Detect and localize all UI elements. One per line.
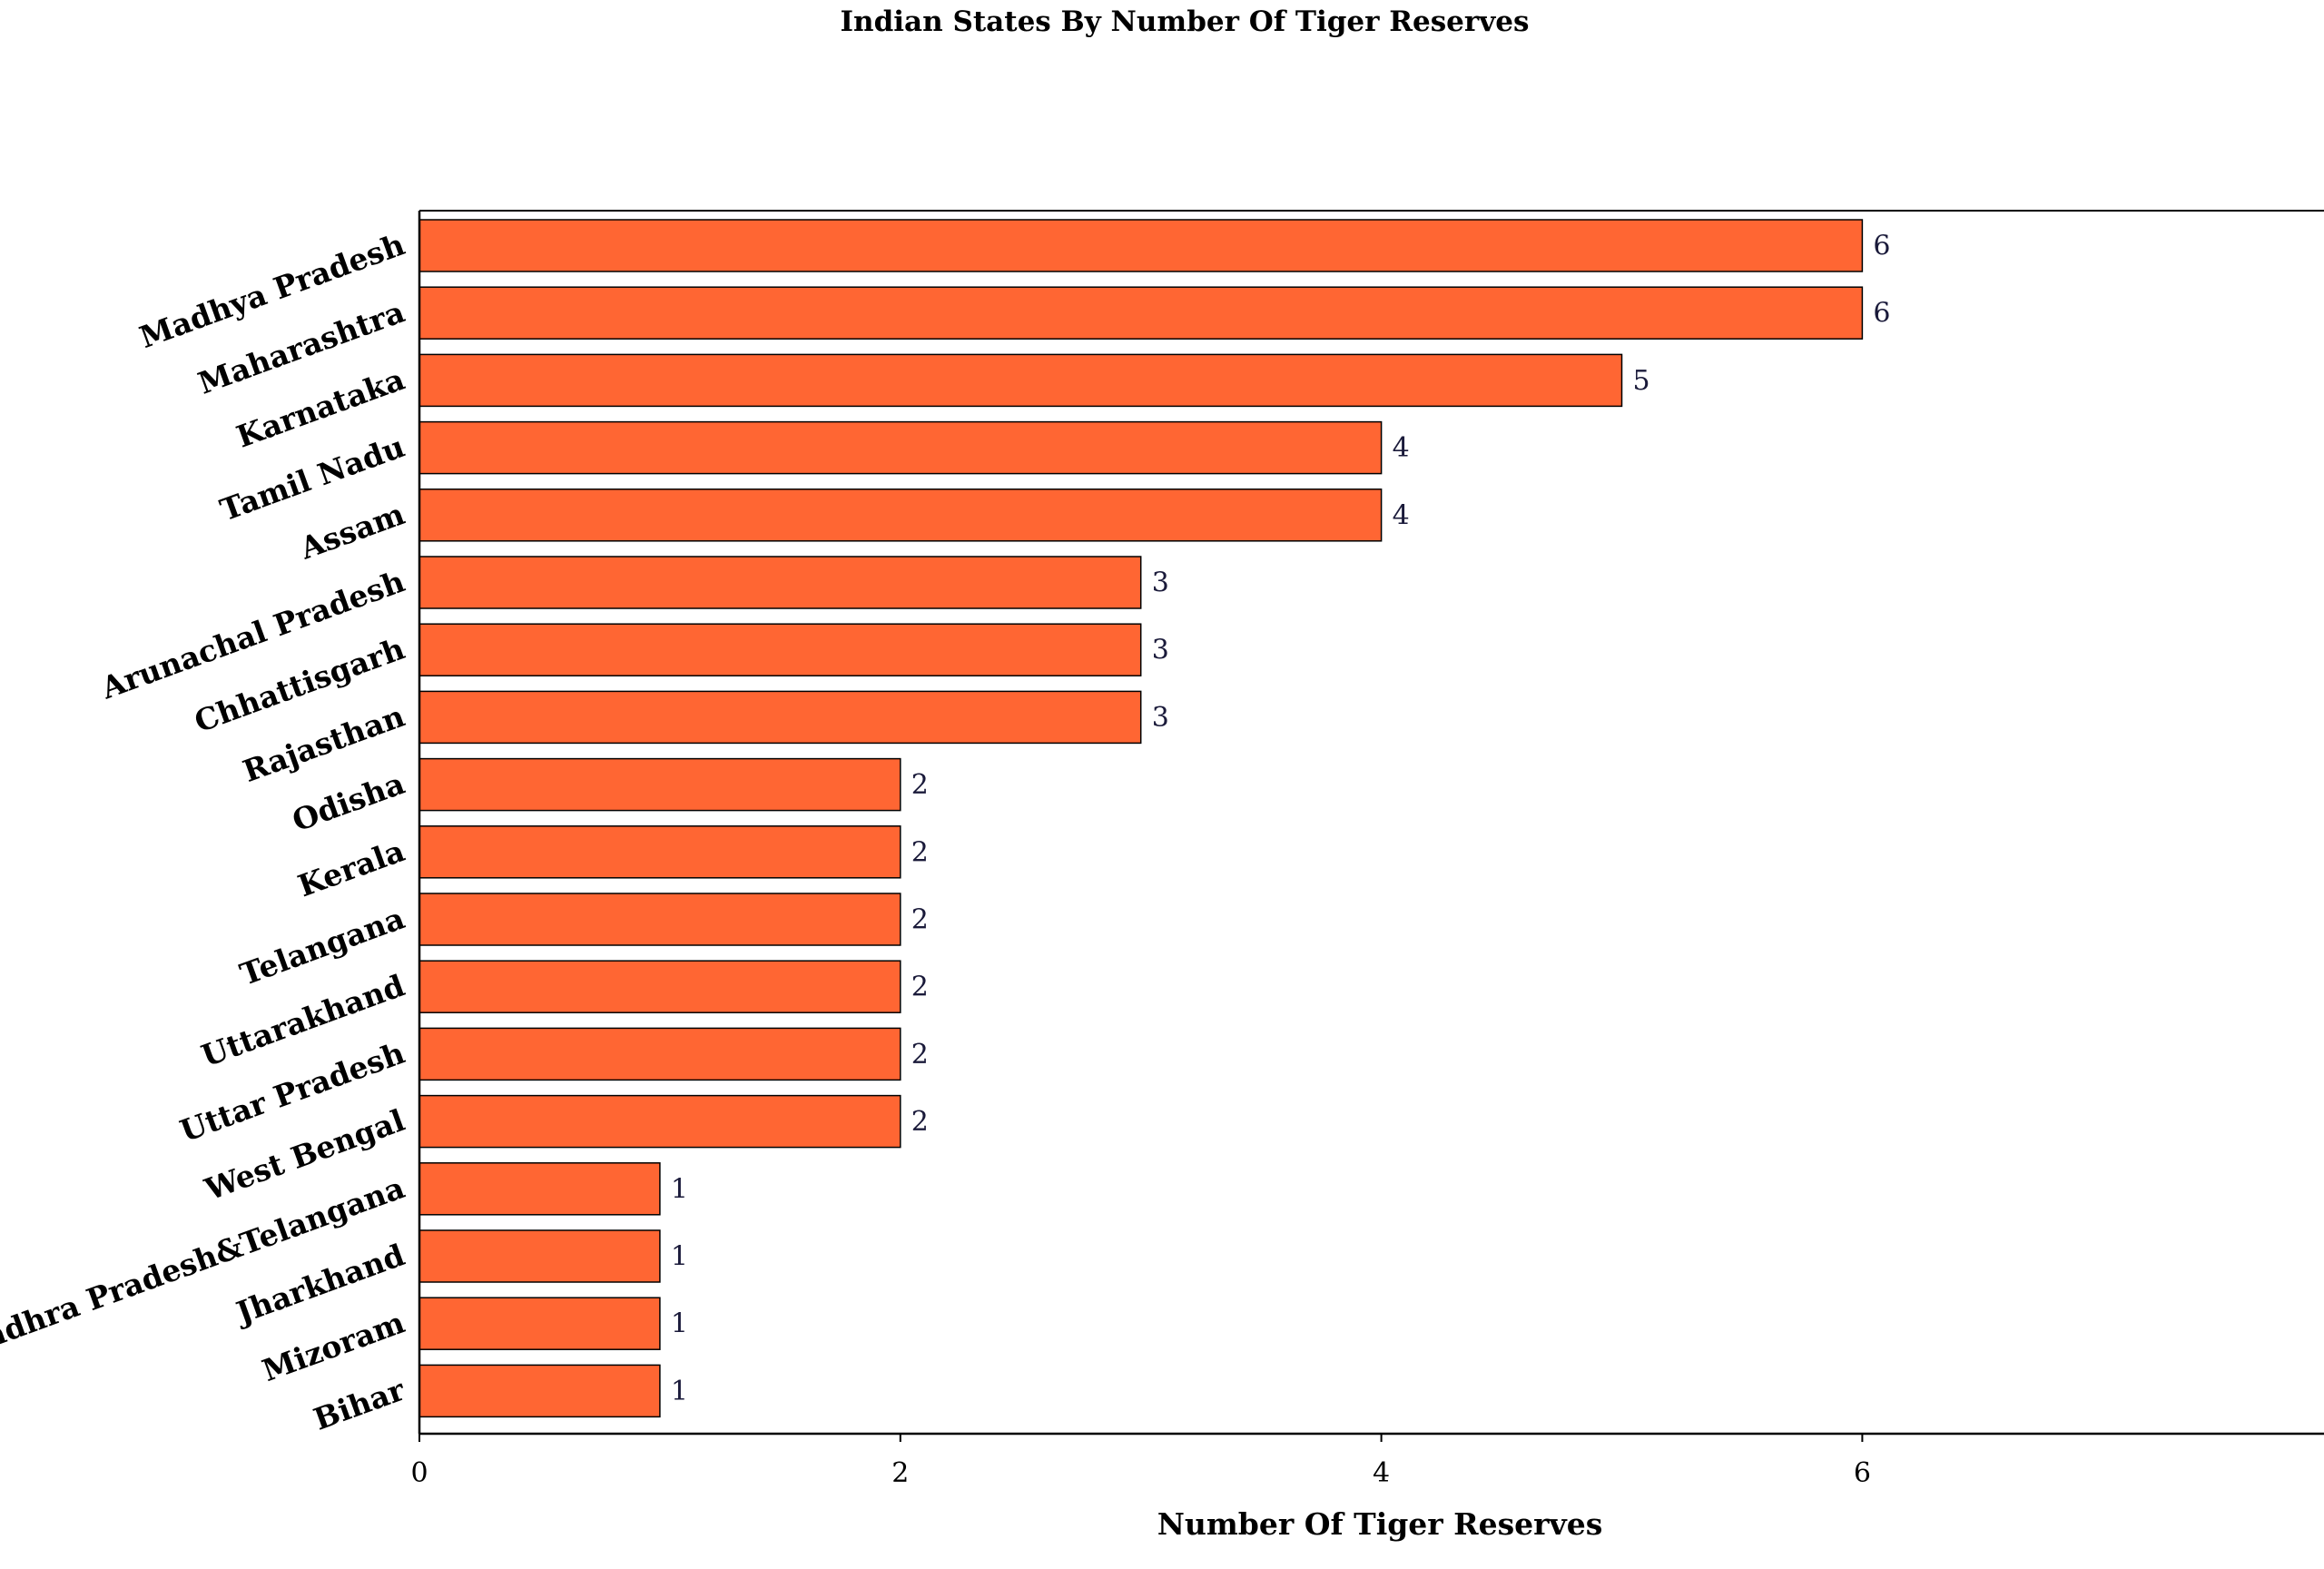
data-label: 2 (911, 904, 929, 936)
bar (419, 690, 1142, 745)
x-axis-label: Number Of Tiger Reserves (1157, 1506, 1603, 1542)
bar (419, 757, 901, 812)
ticks-layer: 0 2 4 6 (410, 1434, 1871, 1489)
bar (419, 1229, 661, 1283)
data-label: 6 (1873, 298, 1890, 330)
bar (419, 219, 1864, 272)
bar (419, 1364, 661, 1418)
chart-title: Indian States By Number Of Tiger Reserve… (841, 5, 1530, 38)
bar (419, 556, 1142, 609)
x-tick-label: 2 (891, 1457, 909, 1489)
data-label: 6 (1873, 231, 1890, 262)
x-tick-label: 0 (410, 1457, 428, 1489)
data-label: 1 (671, 1173, 688, 1205)
bar (419, 420, 1383, 475)
bar (419, 286, 1864, 340)
bar (419, 623, 1142, 676)
bar (419, 1027, 901, 1081)
bars-layer (419, 219, 1864, 1418)
category-tick-label: Odisha (288, 765, 409, 839)
data-label: 5 (1632, 365, 1649, 397)
data-label: 1 (671, 1241, 688, 1273)
data-label: 2 (911, 836, 929, 868)
data-label: 2 (911, 972, 929, 1003)
category-tick-label: Bihar (309, 1372, 409, 1437)
bar (419, 488, 1383, 542)
data-label: 2 (911, 769, 929, 801)
bar (419, 960, 901, 1013)
category-tick-label: Kerala (293, 833, 409, 903)
data-label: 4 (1393, 499, 1410, 531)
bar (419, 1162, 661, 1216)
value-labels-layer: 6 6 5 4 4 3 3 3 2 2 2 2 2 2 1 1 1 1 (671, 231, 1891, 1407)
bar (419, 353, 1623, 408)
bar (419, 1094, 901, 1149)
axes-layer (418, 210, 2324, 1436)
data-label: 1 (671, 1308, 688, 1340)
bar (419, 825, 901, 879)
data-label: 3 (1152, 567, 1169, 599)
data-label: 4 (1393, 432, 1410, 464)
category-tick-label: Assam (295, 496, 409, 567)
data-label: 2 (911, 1039, 929, 1071)
x-tick-label: 4 (1373, 1457, 1390, 1489)
data-label: 3 (1152, 702, 1169, 734)
data-label: 3 (1152, 635, 1169, 666)
data-label: 1 (671, 1376, 688, 1407)
bar (419, 1297, 661, 1350)
category-labels-layer: Madhya PradeshMaharashtraKarnatakaTamil … (0, 226, 409, 1436)
data-label: 2 (911, 1106, 929, 1138)
x-tick-label: 6 (1854, 1457, 1871, 1489)
bar (419, 893, 901, 946)
